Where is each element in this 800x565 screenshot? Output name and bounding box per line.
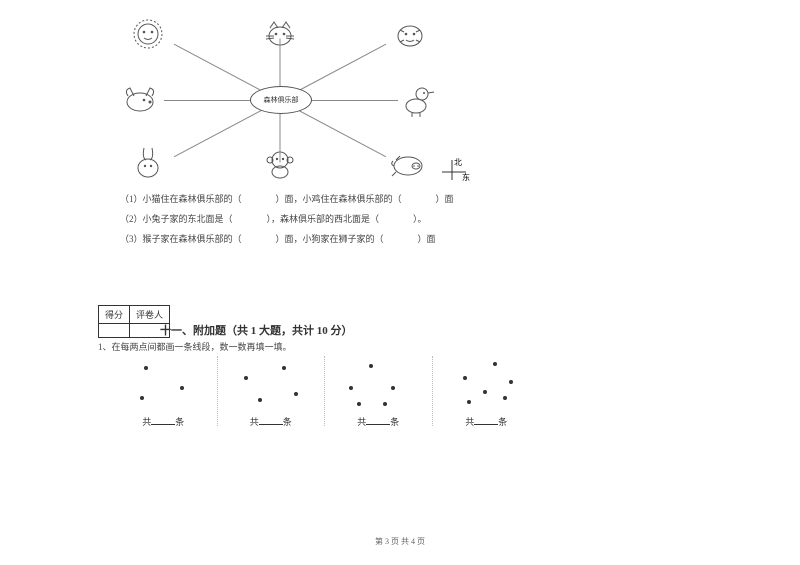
- page-root: 森林俱乐部 北 东 （1）小猫住在森林俱乐部的（）面，小鸡住在森林俱乐部的（）面…: [0, 0, 800, 565]
- pig-icon: [390, 146, 430, 182]
- center-label-oval: 森林俱乐部: [250, 86, 312, 114]
- dot: [509, 380, 513, 384]
- dot: [258, 398, 262, 402]
- dot: [140, 396, 144, 400]
- dot-group: 共条: [325, 356, 433, 426]
- lion-icon: [130, 18, 170, 54]
- dot: [369, 364, 373, 368]
- bonus-question-prompt: 1、在每两点间都画一条线段，数一数再填一填。: [98, 340, 292, 353]
- count-label: 共条: [325, 415, 432, 428]
- score-value-cell: [99, 324, 130, 338]
- dog-icon: [120, 82, 160, 118]
- dot: [467, 400, 471, 404]
- compass-east-text: 东: [462, 172, 470, 182]
- page-footer: 第 3 页 共 4 页: [0, 536, 800, 547]
- grader-label-cell: 评卷人: [130, 306, 170, 324]
- compass-north-text: 北: [454, 158, 462, 167]
- dot: [383, 402, 387, 406]
- dot: [244, 376, 248, 380]
- dot: [144, 366, 148, 370]
- rabbit-icon: [130, 146, 170, 182]
- center-label: 森林俱乐部: [264, 95, 299, 105]
- count-label: 共条: [218, 415, 325, 428]
- question-list: （1）小猫住在森林俱乐部的（）面，小鸡住在森林俱乐部的（）面（2）小兔子家的东北…: [120, 190, 454, 249]
- question-line: （2）小兔子家的东北面是（），森林俱乐部的西北面是（）。: [120, 210, 454, 230]
- dot: [483, 390, 487, 394]
- dot: [180, 386, 184, 390]
- chick-icon: [398, 82, 438, 118]
- question-line: （3）猴子家在森林俱乐部的（）面，小狗家在狮子家的（）面: [120, 230, 454, 250]
- dot-group: 共条: [110, 356, 218, 426]
- score-label-cell: 得分: [99, 306, 130, 324]
- dot: [463, 376, 467, 380]
- dot: [282, 366, 286, 370]
- dot: [357, 402, 361, 406]
- section-title: 十一、附加题（共 1 大题，共计 10 分）: [160, 322, 353, 338]
- count-label: 共条: [110, 415, 217, 428]
- dot: [493, 362, 497, 366]
- dot: [503, 396, 507, 400]
- dot: [391, 386, 395, 390]
- dot: [349, 386, 353, 390]
- dot-group: 共条: [433, 356, 541, 426]
- question-line: （1）小猫住在森林俱乐部的（）面，小鸡住在森林俱乐部的（）面: [120, 190, 454, 210]
- dot-groups-row: 共条共条共条共条: [110, 356, 540, 426]
- dot-group: 共条: [218, 356, 326, 426]
- count-label: 共条: [433, 415, 541, 428]
- tiger-icon: [390, 18, 430, 54]
- compass-icon: 北 东: [440, 158, 470, 186]
- forest-club-diagram: 森林俱乐部 北 东: [120, 18, 450, 178]
- dot: [294, 392, 298, 396]
